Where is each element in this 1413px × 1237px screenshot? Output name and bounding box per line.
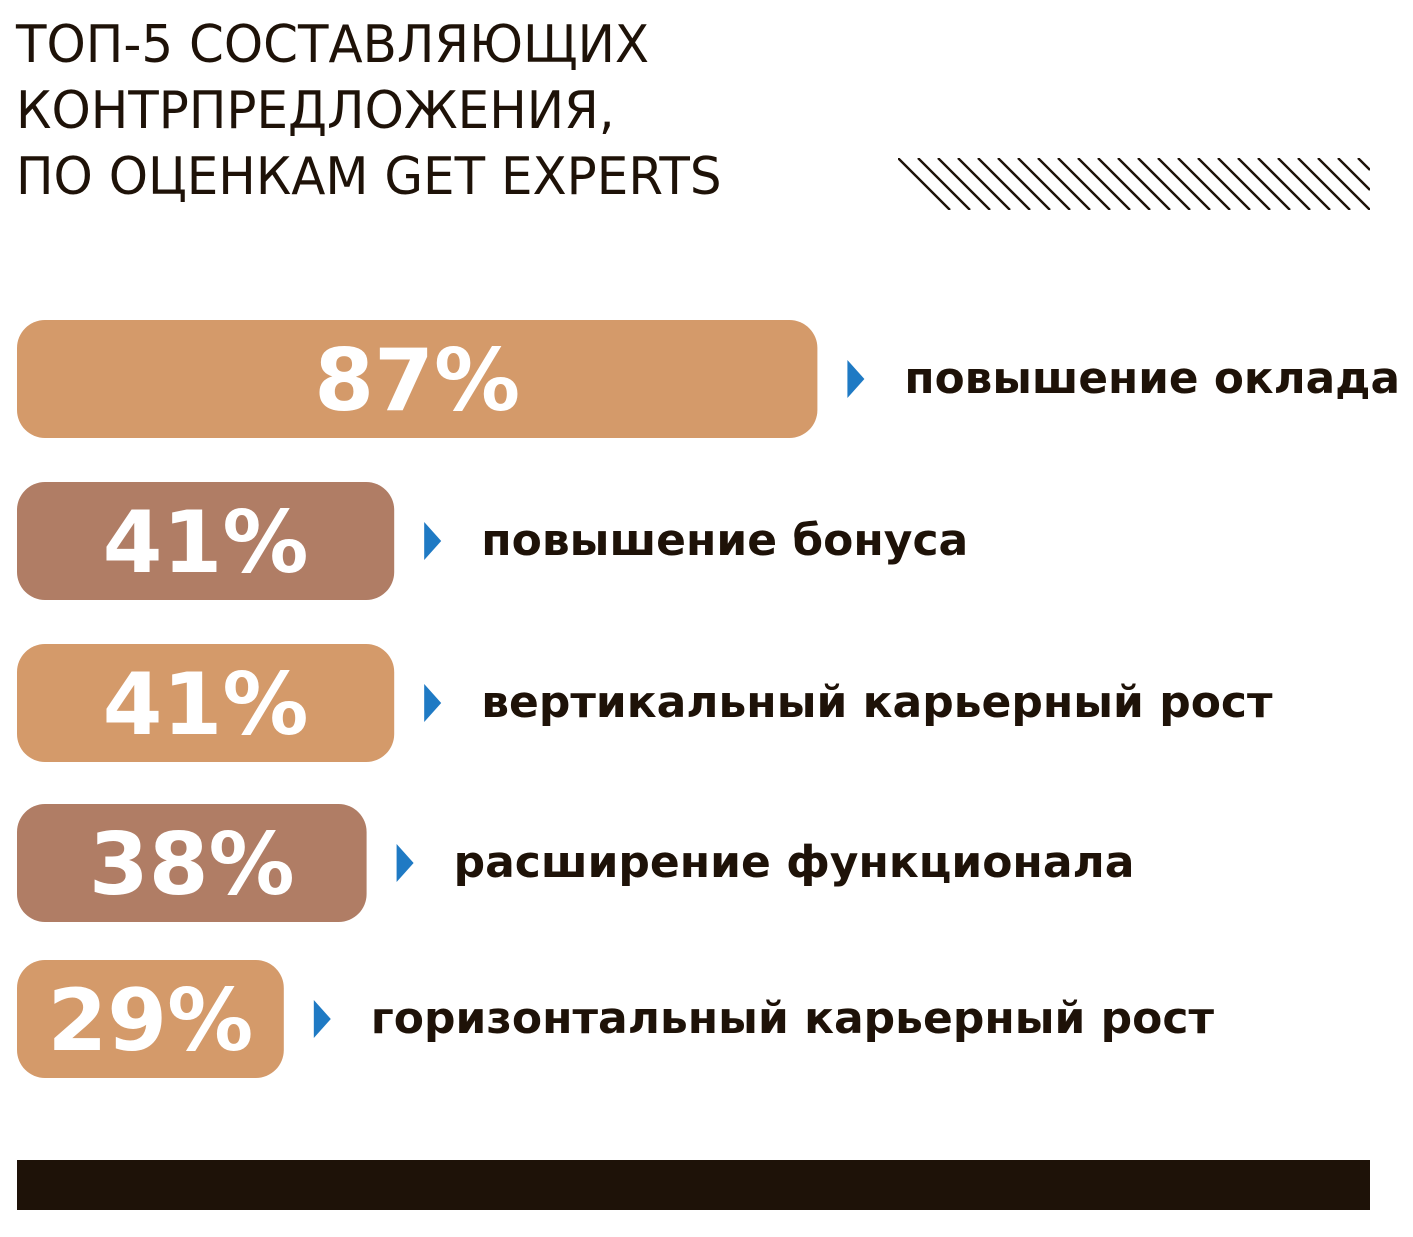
chart-title-line-3: ПО ОЦЕНКАМ GET EXPERTS xyxy=(16,147,722,207)
category-label: расширение функционала xyxy=(454,837,1135,888)
category-label: горизонтальный карьерный рост xyxy=(371,993,1215,1044)
bar xyxy=(17,644,395,762)
arrow-marker-icon xyxy=(847,360,865,398)
arrow-marker-icon xyxy=(424,684,442,722)
category-label: повышение бонуса xyxy=(481,515,968,566)
arrow-marker-icon xyxy=(424,522,442,560)
bar-value-label: 41% xyxy=(103,655,309,755)
chart-title-line-1: ТОП-5 СОСТАВЛЯЮЩИХ xyxy=(16,15,650,75)
decorative-hatch xyxy=(898,158,1370,210)
category-label: вертикальный карьерный рост xyxy=(481,677,1273,728)
arrow-marker-icon xyxy=(396,844,414,882)
bar xyxy=(17,960,284,1078)
bar xyxy=(17,804,367,922)
bar-value-label: 38% xyxy=(89,815,295,915)
bar-value-label: 87% xyxy=(314,331,520,431)
chart-title-line-2: КОНТРПРЕДЛОЖЕНИЯ, xyxy=(16,81,615,141)
bar-value-label: 29% xyxy=(47,971,253,1071)
chart-title: ТОП-5 СОСТАВЛЯЮЩИХ КОНТРПРЕДЛОЖЕНИЯ, ПО … xyxy=(16,12,722,210)
bar xyxy=(17,320,818,438)
bar-value-label: 41% xyxy=(103,493,309,593)
bar xyxy=(17,482,395,600)
arrow-marker-icon xyxy=(313,1000,331,1038)
category-label: повышение оклада xyxy=(904,353,1400,404)
footer-bar xyxy=(17,1160,1370,1210)
